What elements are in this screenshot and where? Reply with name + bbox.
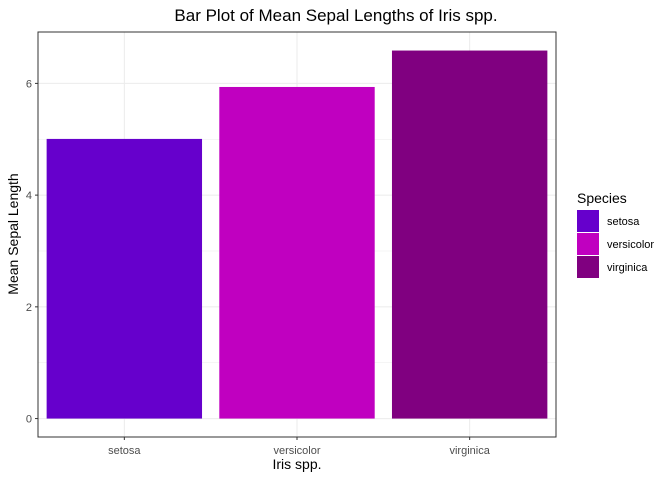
y-tick-label: 6	[26, 78, 32, 90]
x-axis-title: Iris spp.	[272, 456, 321, 472]
legend-label-virginica: virginica	[607, 262, 648, 274]
plot-panel	[37, 31, 557, 438]
y-tick-label: 2	[26, 302, 32, 314]
legend-label-versicolor: versicolor	[607, 239, 654, 251]
y-axis-title: Mean Sepal Length	[5, 173, 21, 294]
legend-items: setosa versicolor virginica	[577, 210, 654, 278]
y-axis-ticks: 0 2 4 6	[26, 78, 38, 426]
bars	[46, 50, 548, 419]
y-tick-label: 0	[26, 414, 32, 426]
bar-setosa	[46, 138, 203, 419]
bar-versicolor	[219, 86, 375, 419]
legend-title: Species	[577, 190, 627, 206]
legend-swatch-virginica	[577, 256, 599, 278]
legend-swatch-versicolor	[577, 233, 599, 255]
legend: Species setosa versicolor virginica	[577, 190, 654, 278]
bar-virginica	[391, 50, 548, 419]
legend-label-setosa: setosa	[607, 216, 640, 228]
x-tick-label-versicolor: versicolor	[273, 445, 320, 457]
x-tick-label-virginica: virginica	[449, 445, 490, 457]
x-axis-ticks: setosa versicolor virginica	[108, 437, 491, 457]
legend-swatch-setosa	[577, 210, 599, 232]
y-tick-label: 4	[26, 190, 32, 202]
x-tick-label-setosa: setosa	[108, 445, 141, 457]
chart-title: Bar Plot of Mean Sepal Lengths of Iris s…	[174, 6, 497, 25]
